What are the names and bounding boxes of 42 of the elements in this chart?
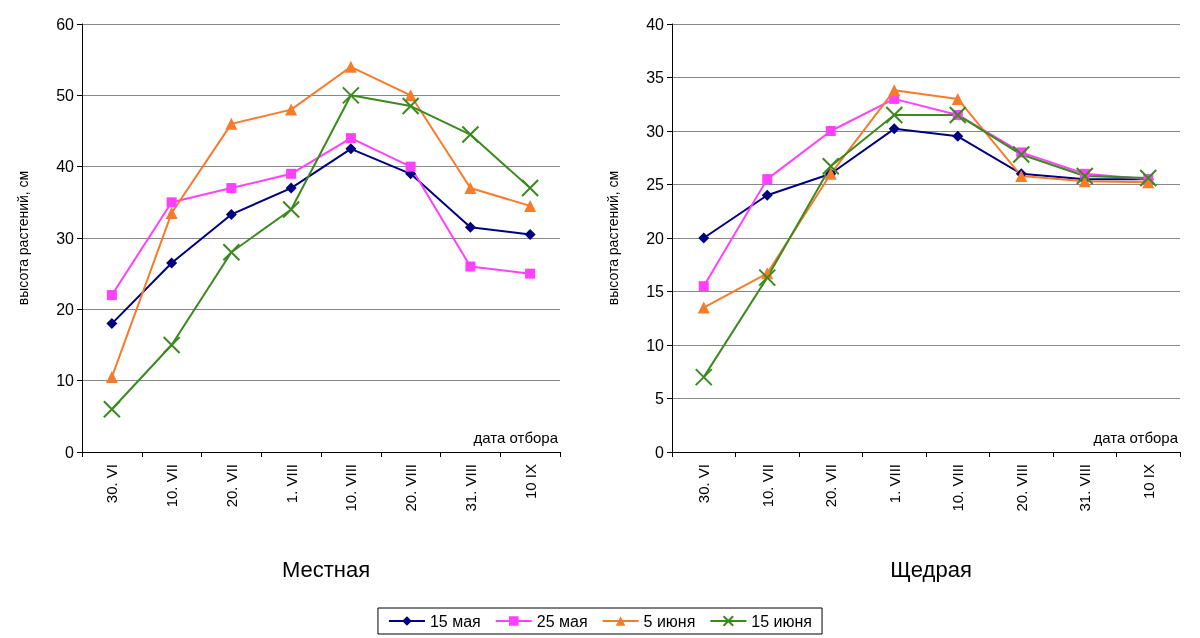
y-tick-label: 50 — [56, 86, 75, 104]
text: Щедрая — [890, 556, 972, 582]
y-tick-label: 35 — [646, 69, 665, 86]
y-tick-label: 25 — [646, 176, 665, 193]
x-tick-label: 10. VII — [758, 464, 776, 508]
x-tick-label: 20. VIII — [1012, 464, 1030, 512]
legend-label: 25 мая — [536, 612, 588, 630]
y-tick-label: 10 — [646, 336, 665, 354]
y-tick-label: 60 — [56, 15, 75, 33]
x-tick-label: 10 IX — [521, 464, 539, 500]
x-tick-label: 10 IX — [1139, 464, 1157, 500]
y-tick-label: 5 — [655, 390, 665, 407]
x-tick-label: 31. VIII — [1076, 464, 1094, 512]
y-axis-title: высота растений, см — [605, 170, 621, 306]
legend-label: 5 июня — [643, 612, 696, 630]
x-tick-label: 1. VIII — [282, 464, 300, 504]
y-axis-title: высота растений, см — [15, 170, 31, 306]
x-tick-label: 10. VIII — [342, 464, 360, 512]
x-tick-label: 10. VIII — [949, 464, 967, 512]
legend-label: 15 мая — [429, 612, 481, 630]
x-tick-label: 30. VI — [103, 464, 121, 504]
x-tick-label: 30. VI — [695, 464, 713, 504]
x-axis-title: дата отбора — [473, 429, 559, 446]
y-tick-label: 10 — [56, 372, 75, 390]
y-tick-label: 30 — [56, 229, 75, 247]
y-tick-label: 30 — [646, 122, 665, 140]
x-tick-label: 20. VII — [222, 464, 240, 508]
y-tick-label: 15 — [646, 283, 665, 300]
x-tick-label: 20. VII — [822, 464, 840, 508]
y-tick-label: 40 — [646, 15, 665, 33]
x-tick-label: 10. VII — [163, 464, 181, 508]
legend-label: 15 июня — [751, 612, 813, 630]
y-tick-label: 20 — [646, 229, 665, 247]
y-tick-label: 0 — [655, 443, 665, 461]
text: Местная — [281, 556, 371, 582]
x-axis-title: дата отбора — [1093, 429, 1179, 446]
x-tick-label: 20. VIII — [402, 464, 420, 512]
y-tick-label: 0 — [65, 443, 75, 461]
x-tick-label: 1. VIII — [885, 464, 903, 504]
y-tick-label: 20 — [56, 300, 75, 318]
x-tick-label: 31. VIII — [461, 464, 479, 512]
y-tick-label: 40 — [56, 158, 75, 176]
